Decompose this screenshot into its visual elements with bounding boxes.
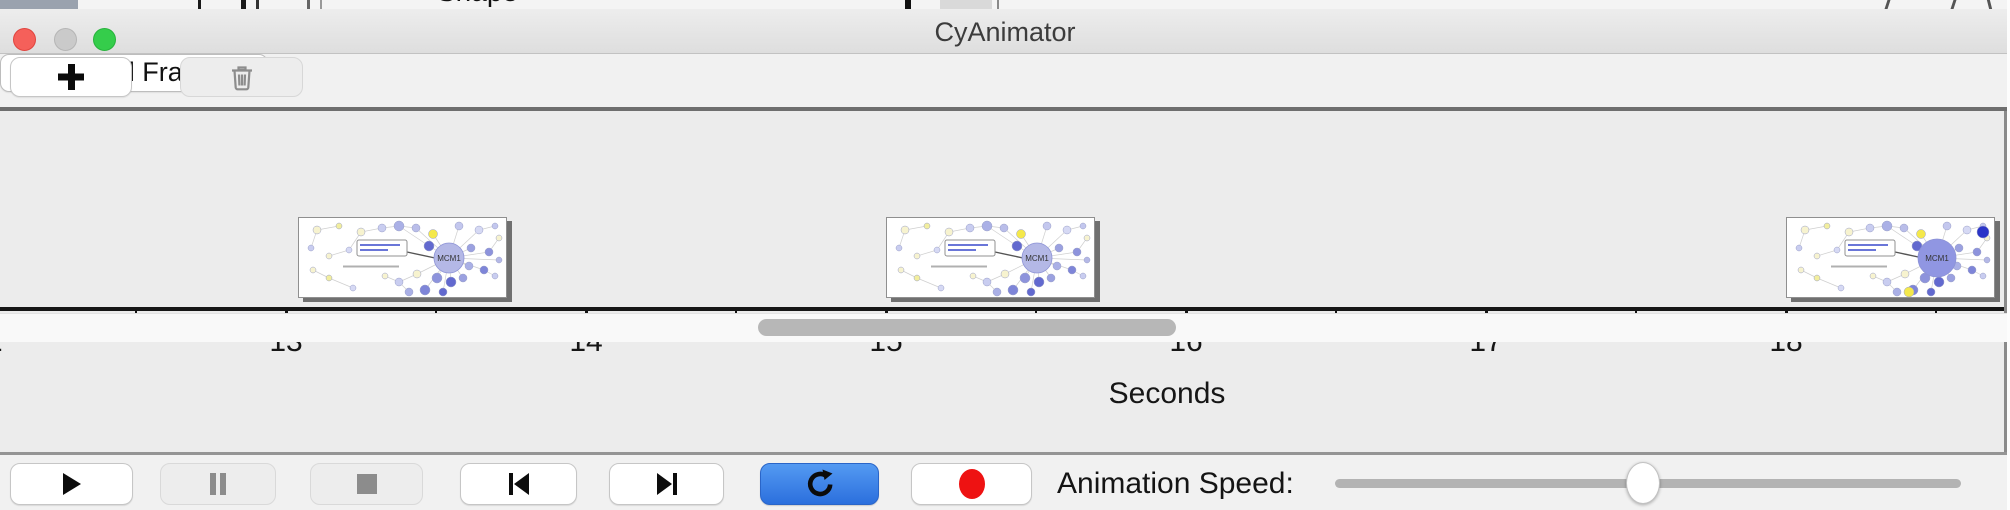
svg-text:MCM1: MCM1: [1925, 254, 1949, 263]
frame-thumbnail[interactable]: MCM1: [1786, 217, 1995, 298]
background-app-strip: Shape: [0, 0, 2010, 9]
loop-button[interactable]: [760, 463, 879, 505]
controls-separator: [0, 452, 2010, 455]
background-fragment: [1986, 0, 1993, 9]
background-fragment: [307, 0, 310, 9]
timeline-panel[interactable]: 12131415161718: [0, 111, 2007, 452]
record-button[interactable]: [911, 463, 1032, 505]
background-fragment: [241, 0, 246, 9]
window-right-edge: [2007, 0, 2010, 510]
svg-text:MCM1: MCM1: [1025, 254, 1049, 263]
skip-to-end-button[interactable]: [609, 463, 724, 505]
stop-button[interactable]: [310, 463, 423, 505]
minimize-button[interactable]: [54, 28, 77, 51]
animation-speed-slider[interactable]: [1335, 455, 1961, 510]
toolbar-separator: [0, 107, 2010, 111]
plus-icon: [54, 60, 88, 94]
add-frame-button[interactable]: [10, 57, 132, 97]
trash-icon: [226, 61, 258, 93]
pause-button[interactable]: [160, 463, 276, 505]
svg-text:MCM1: MCM1: [437, 254, 461, 263]
background-fragment: [905, 0, 911, 9]
timeline-axis: [0, 307, 2004, 311]
skip-end-icon: [655, 472, 679, 496]
toolbar: Clear All Frames: [0, 54, 2010, 107]
timeline-scrollbar-track[interactable]: [0, 313, 2010, 342]
network-preview: MCM1: [307, 220, 503, 297]
close-button[interactable]: [13, 28, 36, 51]
background-fragment: [940, 0, 992, 9]
skip-start-icon: [507, 472, 531, 496]
animation-speed-label: Animation Speed:: [1057, 467, 1294, 500]
delete-frame-button[interactable]: [180, 57, 303, 97]
background-fragment: [198, 0, 201, 9]
network-preview: MCM1: [895, 220, 1091, 297]
background-fragment: [1950, 0, 1957, 9]
play-button[interactable]: [10, 463, 133, 505]
timeline-scrollbar-thumb[interactable]: [758, 319, 1176, 336]
slider-thumb[interactable]: [1626, 462, 1660, 504]
title-bar: CyAnimator: [0, 9, 2010, 54]
record-icon: [957, 468, 987, 500]
network-preview: MCM1: [1795, 220, 1991, 297]
playback-controls: Animation Speed:: [0, 455, 2010, 510]
stop-icon: [355, 472, 379, 496]
background-fragment: [1884, 0, 1891, 9]
play-icon: [60, 472, 84, 496]
background-fragment: [997, 0, 999, 9]
zoom-button[interactable]: [93, 28, 116, 51]
background-fragment: [320, 0, 322, 9]
background-app-text: Shape: [437, 0, 567, 9]
skip-to-start-button[interactable]: [460, 463, 577, 505]
background-fragment: [0, 0, 78, 9]
loop-icon: [805, 469, 835, 499]
pause-icon: [206, 472, 230, 496]
frame-thumbnail[interactable]: MCM1: [886, 217, 1095, 298]
window-title: CyAnimator: [934, 17, 1076, 47]
frame-thumbnail[interactable]: MCM1: [298, 217, 507, 298]
axis-caption: Seconds: [1108, 377, 1226, 410]
background-fragment: [256, 0, 259, 9]
